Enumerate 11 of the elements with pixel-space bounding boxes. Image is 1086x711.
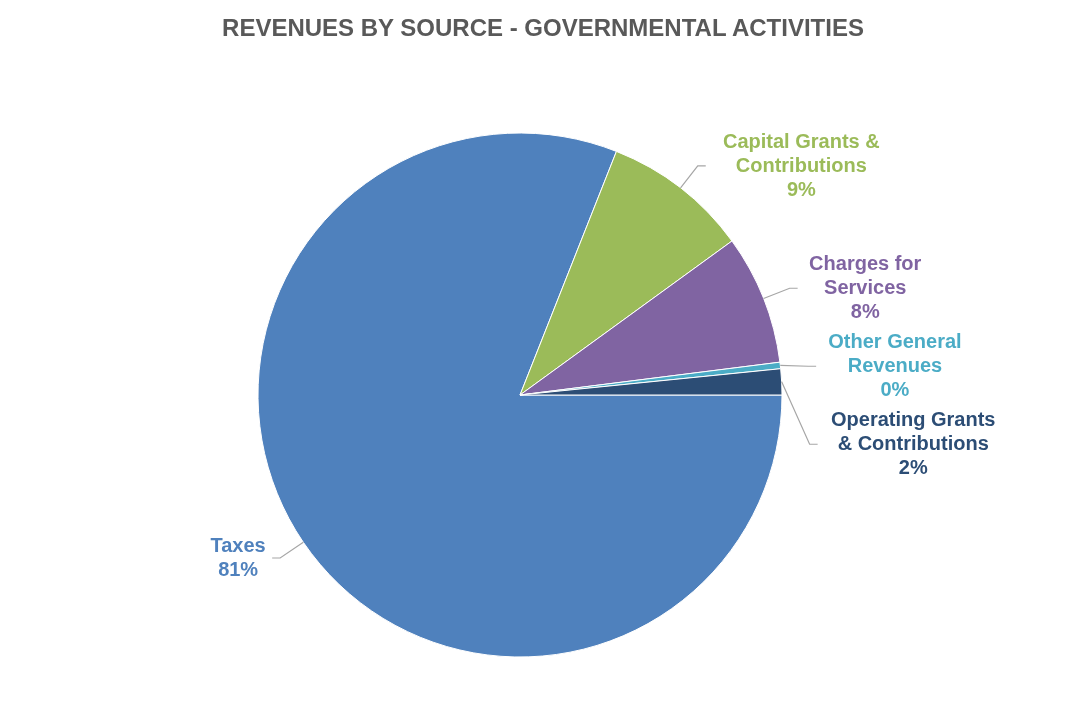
chart-title: REVENUES BY SOURCE - GOVERNMENTAL ACTIVITIES	[222, 14, 864, 41]
slice-label: Other General Revenues	[828, 330, 962, 377]
data-label: 9%	[786, 177, 817, 200]
data-label: 81%	[218, 558, 259, 580]
slice-label: Capital Grants & Contributions	[722, 129, 880, 176]
data-label: 0%	[880, 378, 910, 401]
data-label: 8%	[850, 300, 880, 323]
slice-label: Charges for Services	[809, 252, 922, 299]
slice-label: Taxes	[210, 534, 266, 556]
data-label: 2%	[898, 456, 928, 479]
slice-label: Operating Grants & Contributions	[830, 408, 996, 455]
